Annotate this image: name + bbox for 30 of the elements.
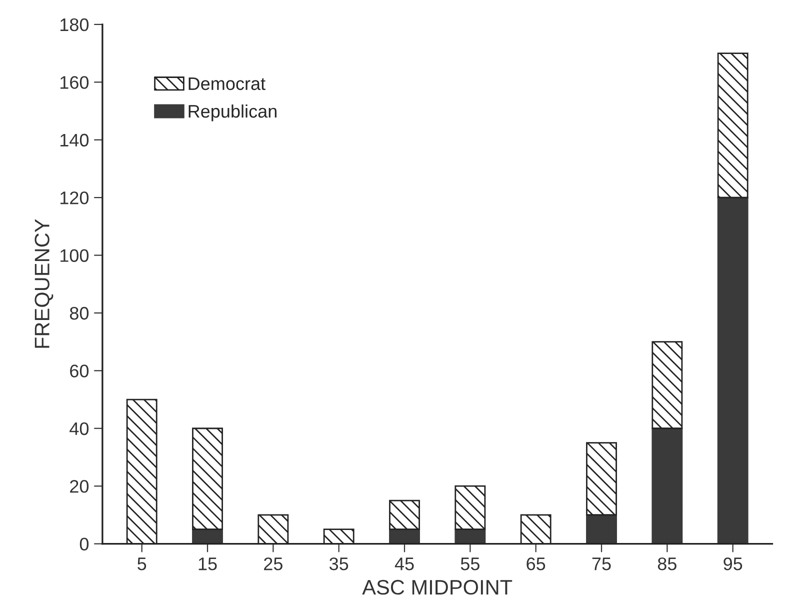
x-tick-label: 35 <box>329 557 348 570</box>
x-tick-label: 85 <box>658 557 676 570</box>
y-tick-label: 120 <box>60 191 89 204</box>
y-tick-label: 80 <box>70 306 89 320</box>
bar <box>389 500 420 530</box>
bar <box>192 428 223 530</box>
x-tick-label: 15 <box>198 558 217 570</box>
y-tick-label: 140 <box>60 134 89 147</box>
bar <box>652 341 683 430</box>
bar <box>586 442 617 516</box>
x-tick-label: 45 <box>394 558 414 570</box>
y-tick-label: 20 <box>70 480 89 493</box>
legend-label: Democrat <box>188 77 266 90</box>
x-axis-title: ASC MIDPOINT <box>362 580 512 595</box>
x-tick-label: 65 <box>526 557 546 570</box>
x-tick-label: 55 <box>460 558 480 570</box>
y-tick-label: 160 <box>60 76 89 89</box>
y-tick-label: 180 <box>60 18 89 32</box>
x-tick-label: 25 <box>264 557 282 570</box>
bar <box>454 485 486 530</box>
y-tick-label: 0 <box>80 538 89 551</box>
x-tick-label: 95 <box>724 557 742 570</box>
y-tick-label: 40 <box>70 422 89 436</box>
legend-label: Republican <box>188 104 276 122</box>
x-tick-label: 75 <box>592 558 611 570</box>
y-tick-label: 100 <box>60 249 89 262</box>
x-tick-label: 5 <box>138 558 146 570</box>
bar <box>717 52 748 198</box>
y-axis-title: FREQUENCY <box>34 219 54 348</box>
y-tick-label: 60 <box>70 364 89 378</box>
